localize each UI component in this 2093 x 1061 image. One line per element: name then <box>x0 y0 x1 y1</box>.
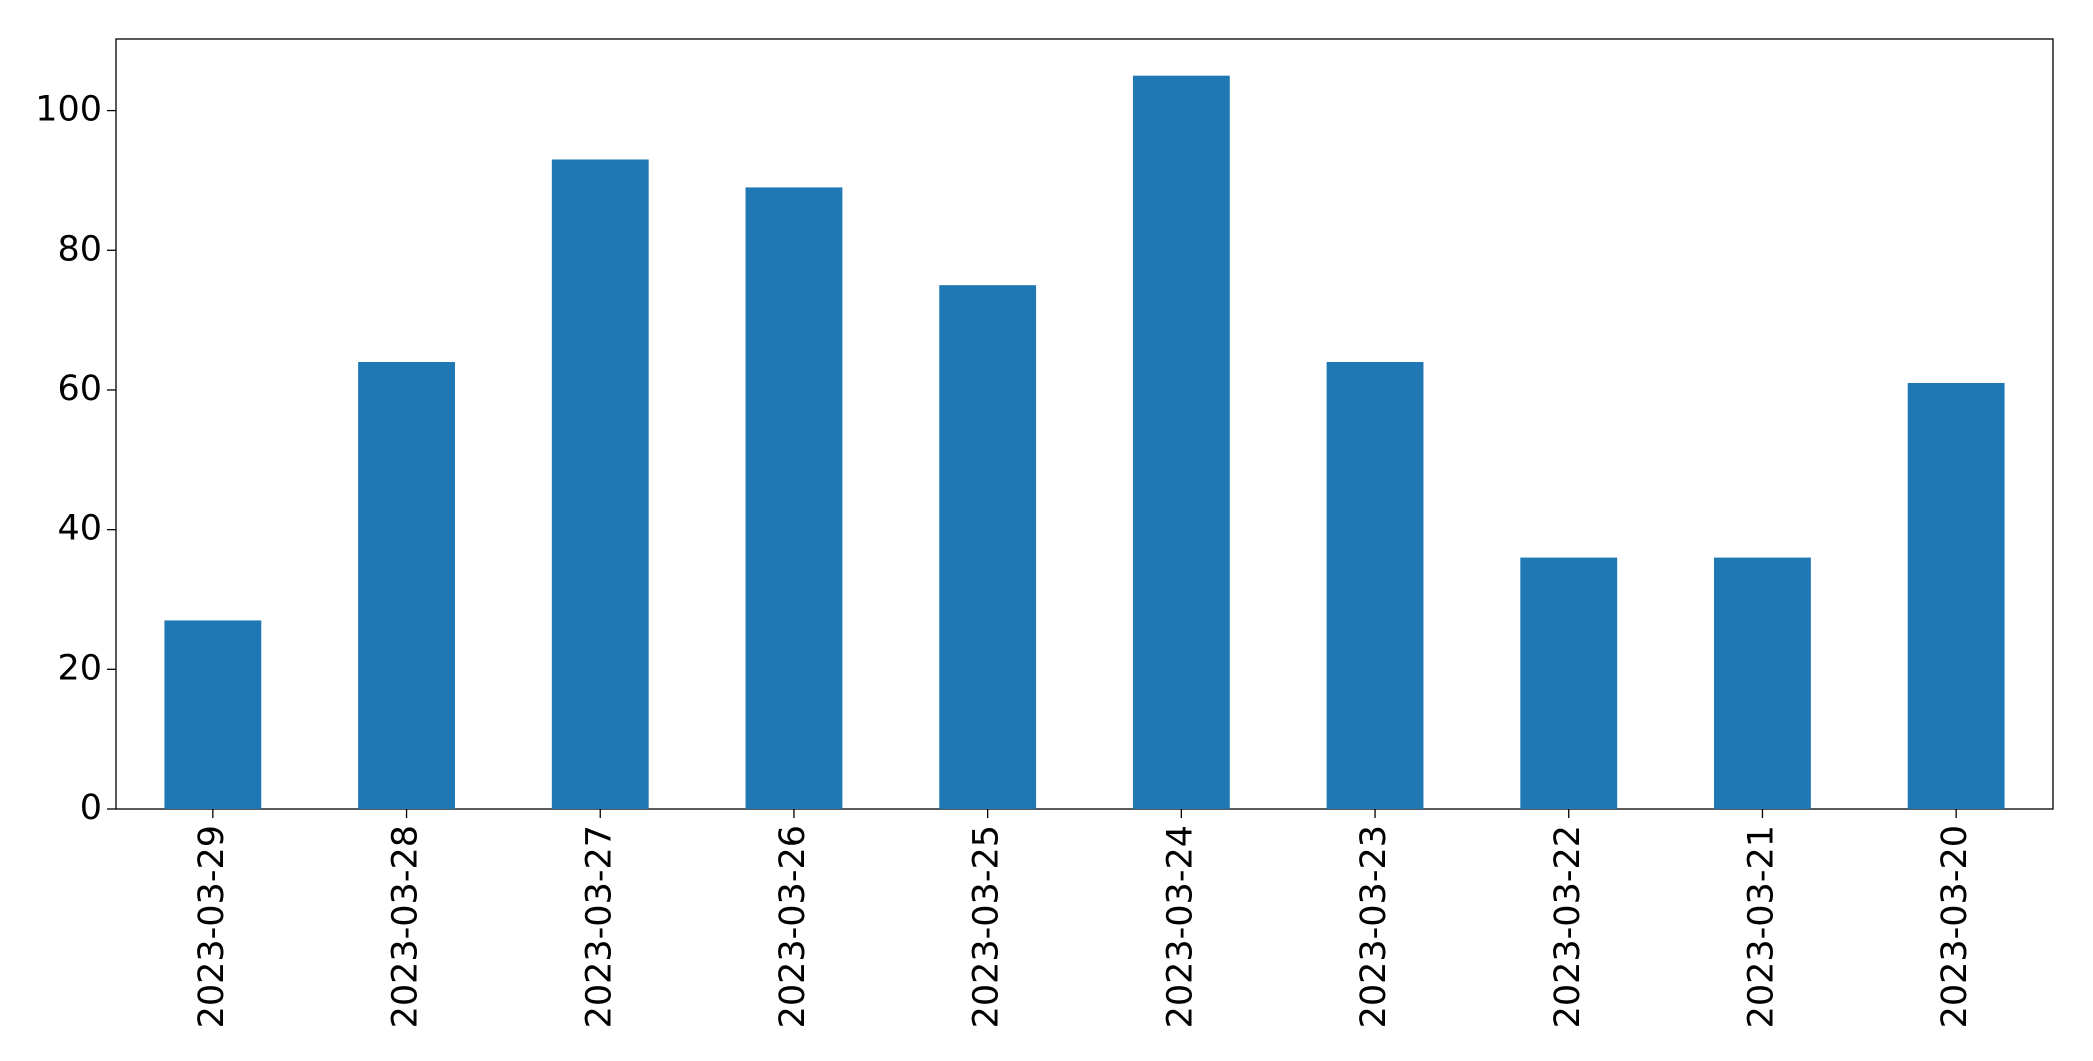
bar <box>745 187 843 809</box>
y-tick-label: 40 <box>57 509 102 549</box>
bar <box>1714 557 1811 809</box>
x-tick-label: 2023-03-23 <box>1354 825 1394 1028</box>
x-tick-label: 2023-03-27 <box>579 825 619 1028</box>
bar <box>1132 75 1230 809</box>
x-tick-label: 2023-03-25 <box>967 825 1007 1028</box>
y-tick-label: 100 <box>35 90 102 130</box>
bar <box>1520 557 1618 809</box>
x-tick-label: 2023-03-26 <box>773 825 813 1028</box>
bar <box>358 362 455 809</box>
y-tick-label: 60 <box>57 369 102 409</box>
bar <box>1326 362 1424 809</box>
plot-frame <box>115 38 2054 810</box>
bar <box>164 620 262 809</box>
x-tick-label: 2023-03-22 <box>1548 825 1588 1028</box>
x-tick-label: 2023-03-24 <box>1160 825 1200 1028</box>
y-tick-label: 20 <box>57 648 102 688</box>
y-tick-label: 80 <box>57 229 102 269</box>
x-tick-label: 2023-03-28 <box>386 825 426 1028</box>
bar <box>1907 382 2005 809</box>
bar <box>939 285 1037 809</box>
bar <box>551 159 649 809</box>
x-tick-label: 2023-03-29 <box>192 825 232 1028</box>
x-tick-label: 2023-03-21 <box>1741 825 1781 1028</box>
x-tick-label: 2023-03-20 <box>1935 825 1975 1028</box>
y-tick-label: 0 <box>80 788 102 828</box>
